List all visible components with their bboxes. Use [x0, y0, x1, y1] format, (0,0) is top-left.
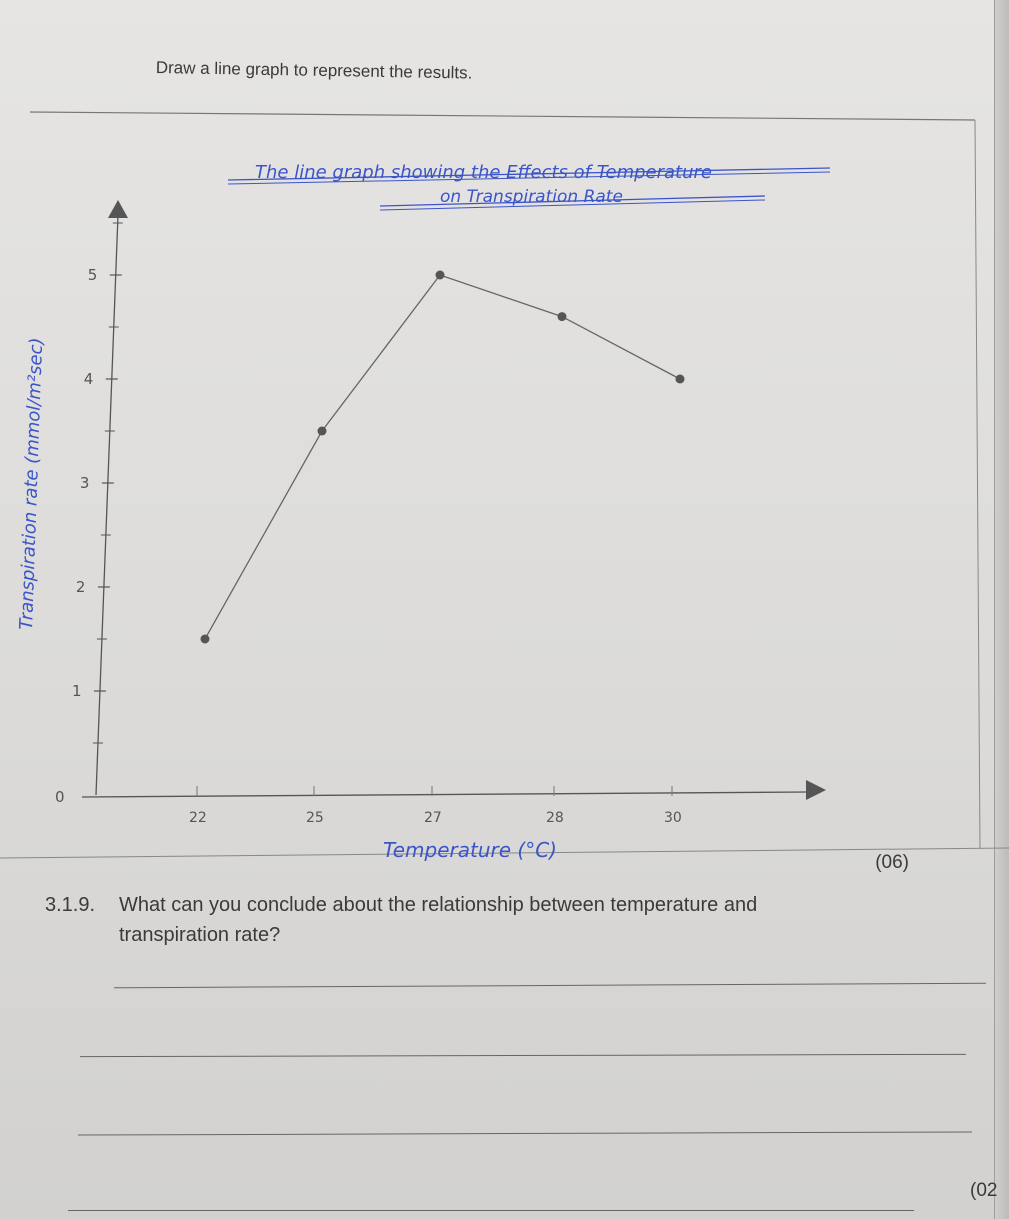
y-axis-arrow — [108, 200, 128, 218]
question-number: 3.1.9. — [45, 894, 96, 916]
y-tick-label-1: 1 — [72, 682, 82, 700]
answer-line-4[interactable] — [68, 1210, 914, 1211]
series-line-0 — [204, 274, 681, 640]
x-tick-label-22: 22 — [189, 810, 207, 826]
x-axis — [81, 791, 809, 798]
box-right-border — [974, 119, 981, 849]
tick-group: 0 1 2 3 4 5 22 25 27 28 30 — [55, 222, 682, 826]
question-marks: (02 — [970, 1180, 998, 1201]
data-point-30 — [675, 374, 685, 384]
line-graph: The line graph showing the Effects of Te… — [0, 111, 1009, 862]
y-tick-label-5: 5 — [88, 266, 98, 284]
data-point-28 — [557, 312, 567, 322]
y-axis-label: Transpiration rate (mmol/m²sec) — [16, 337, 47, 630]
series-group — [200, 270, 685, 644]
graph-title-line-2: on Transpiration Rate — [440, 187, 623, 207]
question-text-line-1: What can you conclude about the relation… — [119, 894, 758, 916]
y-axis — [95, 214, 119, 796]
graph-title-line-1: The line graph showing the Effects of Te… — [255, 162, 712, 183]
y-tick-label-2: 2 — [76, 578, 86, 596]
title-underline-2b — [379, 199, 766, 211]
x-tick-label-25: 25 — [306, 810, 324, 826]
box-top-border — [29, 111, 976, 121]
x-tick-label-30: 30 — [664, 810, 682, 826]
box-bottom-border — [0, 847, 1009, 859]
x-tick-label-27: 27 — [424, 810, 442, 826]
data-point-25 — [317, 426, 327, 436]
data-point-27 — [435, 270, 445, 280]
y-tick-label-3: 3 — [80, 474, 90, 492]
question-text-line-2: transpiration rate? — [119, 924, 281, 946]
x-axis-label: Temperature (°C) — [383, 838, 557, 862]
x-tick-label-28: 28 — [546, 810, 564, 826]
title-underline-2a — [379, 195, 766, 207]
data-point-22 — [200, 634, 210, 644]
graph-marks: (06) — [875, 852, 909, 873]
y-tick-label-4: 4 — [84, 370, 94, 388]
page-edge — [994, 0, 1009, 1219]
title-underline-1b — [227, 171, 831, 185]
y-tick-label-0: 0 — [55, 788, 65, 806]
title-underline-1a — [227, 167, 831, 181]
question-3-1-9: 3.1.9. What can you conclude about the re… — [45, 890, 945, 950]
x-axis-arrow — [806, 780, 826, 800]
graph-area: The line graph showing the Effects of Te… — [0, 111, 1009, 862]
